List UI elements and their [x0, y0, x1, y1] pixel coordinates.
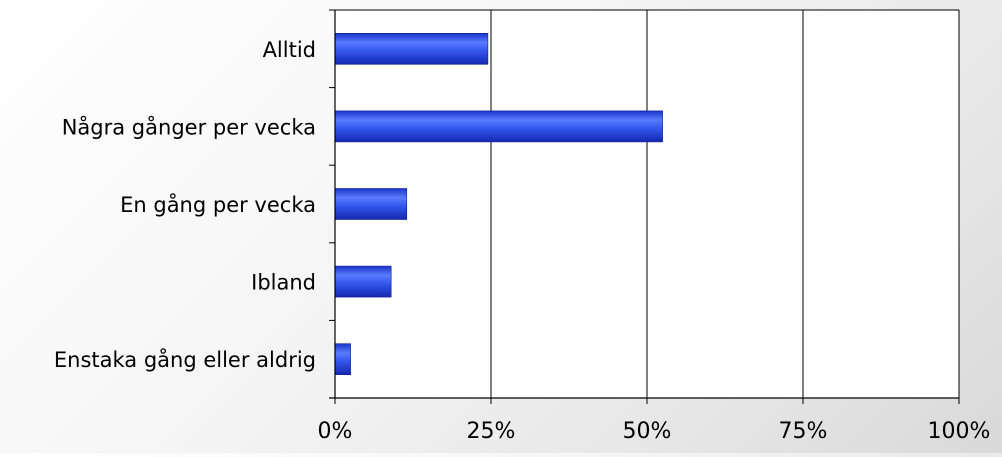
bar-4: [334, 265, 392, 298]
x-tick-label: 100%: [928, 419, 991, 444]
category-label: Enstaka gång eller aldrig: [54, 347, 316, 372]
x-tick-label: 50%: [623, 419, 672, 444]
bar-3: [334, 188, 408, 220]
x-tick-label: 25%: [467, 419, 516, 444]
bars: [334, 32, 663, 376]
bar-1: [334, 32, 489, 65]
labels: 0% 25% 50% 75% 100% Alltid Några gånger per ve…: [54, 38, 991, 444]
gridlines: [335, 9, 960, 398]
category-label: En gång per vecka: [120, 192, 316, 217]
category-label: Ibland: [251, 271, 316, 295]
x-tick-label: 75%: [779, 419, 828, 444]
bar-5: [334, 343, 351, 376]
category-label: Alltid: [263, 38, 316, 62]
axes: [329, 9, 960, 404]
category-label: Några gånger per vecka: [62, 114, 316, 139]
x-tick-label: 0%: [318, 419, 353, 444]
bar-2: [334, 110, 663, 143]
